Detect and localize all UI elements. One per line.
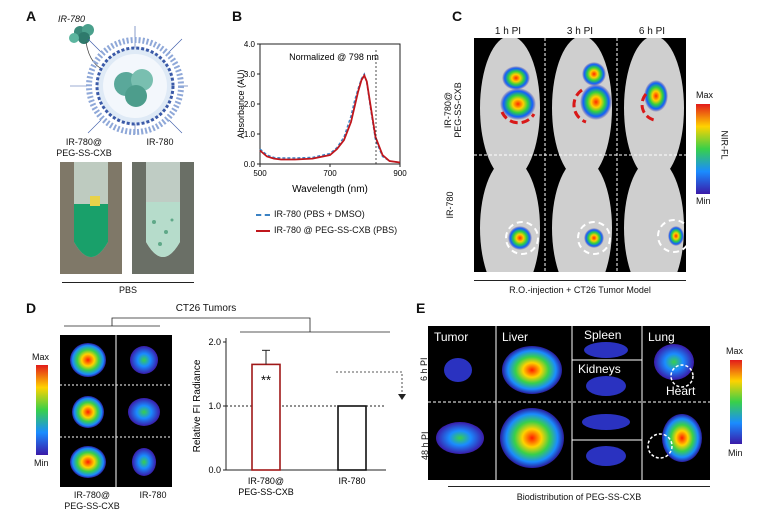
caption-c: R.O.-injection + CT26 Tumor Model [509, 285, 651, 295]
organ-label-lung: Lung [648, 330, 675, 344]
bar-2 [337, 405, 367, 471]
colorbar-d-max: Max [32, 352, 50, 362]
panel-b-label: B [232, 8, 243, 24]
legend-item-1: IR-780 (PBS + DMSO) [256, 206, 397, 222]
normalize-annotation: Normalized @ 798 nm [289, 52, 379, 62]
significance-mark: ** [261, 372, 271, 387]
tube1-label: IR-780@ PEG-SS-CXB [56, 137, 112, 158]
drug-label: IR-780 [58, 14, 86, 24]
y-tick-label: 0.0 [244, 160, 256, 169]
colorbar-c-min: Min [696, 196, 711, 206]
tumor-col-label-1: IR-780@ PEG-SS-CXB [64, 490, 120, 511]
y-tick-label: 2.0 [244, 100, 256, 109]
organ-label-kidneys: Kidneys [578, 362, 621, 376]
tumor-grid [60, 335, 172, 487]
organ-timepoint-1: 6 h PI [419, 357, 429, 381]
series-line-1 [259, 72, 401, 164]
y-axis-label: Relative FI Radiance [192, 359, 203, 452]
x-tick-label: 500 [253, 169, 267, 178]
group-title: CT26 Tumors [175, 303, 237, 314]
colorbar-e-max: Max [726, 346, 744, 356]
tumor-colorbar [36, 365, 48, 455]
colorbar-c-max: Max [696, 90, 714, 100]
x-category-label: IR-780@ [248, 476, 284, 486]
nanoparticle-illustration [69, 24, 188, 135]
x-category-label: PEG-SS-CXB [238, 487, 294, 497]
caption-c-line [474, 280, 686, 281]
panel-c-label: C [452, 8, 463, 24]
nir-colorbar [696, 104, 710, 194]
organ-colorbar [730, 360, 742, 444]
caption-e-line [448, 486, 710, 487]
radiance-bar-chart: 0.0 1.0 2.0 ** IR-780@PEG-SS-CXB IR-780 Rel… [192, 337, 406, 497]
x-tick-label: 700 [323, 169, 337, 178]
colorbar-d-min: Min [34, 458, 49, 468]
legend-item-2: IR-780 @ PEG-SS-CXB (PBS) [256, 222, 397, 238]
tumor-col-label-2: IR-780 [139, 490, 167, 500]
mouse-imaging-grid [474, 38, 686, 272]
row-label-2: IR-780 [445, 191, 455, 219]
solvent-label: PBS [118, 285, 137, 295]
organ-label-spleen: Spleen [584, 328, 622, 342]
x-category-label: IR-780 [338, 476, 365, 486]
organ-label-liver: Liver [502, 330, 529, 344]
timepoint-1: 1 h PI [494, 26, 522, 37]
organ-timepoint-2: 48 h PI [420, 431, 430, 460]
tube-photo-2 [132, 162, 194, 274]
organ-label-heart: Heart [666, 384, 696, 398]
tube2-label: IR-780 [146, 137, 174, 147]
x-tick-label: 900 [393, 169, 407, 178]
row-label-1: IR-780@ PEG-SS-CXB [443, 82, 463, 138]
y-tick-label: 4.0 [244, 40, 256, 49]
arrow-head [398, 394, 406, 400]
absorbance-chart: 0.0 1.0 2.0 3.0 4.0 500 700 900 Normalized @ 7… [236, 40, 407, 195]
timepoint-2: 3 h PI [566, 26, 594, 37]
bar-1 [251, 363, 281, 471]
y-tick-label: 2.0 [208, 337, 221, 347]
timepoint-3: 6 h PI [638, 26, 666, 37]
panel-a-label: A [26, 8, 37, 24]
panel-e-label: E [416, 300, 426, 316]
pbs-bracket [62, 282, 194, 283]
organ-grid: Tumor Liver Spleen Kidneys Lung Heart [428, 326, 710, 480]
caption-e: Biodistribution of PEG-SS-CXB [516, 492, 642, 502]
panel-d-label: D [26, 300, 37, 316]
series-line-2 [259, 73, 401, 164]
colorbar-c-title: NIR-FL [719, 130, 730, 160]
y-tick-label: 1.0 [244, 130, 256, 139]
x-axis-label: Wavelength (nm) [292, 184, 368, 195]
y-axis-label: Absorbance (AU) [236, 69, 246, 138]
organ-label-tumor: Tumor [434, 330, 469, 344]
legend-b: IR-780 (PBS + DMSO) IR-780 @ PEG-SS-CXB … [256, 206, 397, 238]
y-tick-label: 1.0 [208, 401, 221, 411]
comparison-arrow [336, 371, 403, 396]
tube-photo-1 [60, 162, 122, 274]
y-tick-label: 0.0 [208, 465, 221, 475]
group-bracket [64, 317, 390, 333]
colorbar-e-min: Min [728, 448, 743, 458]
y-tick-label: 3.0 [244, 70, 256, 79]
